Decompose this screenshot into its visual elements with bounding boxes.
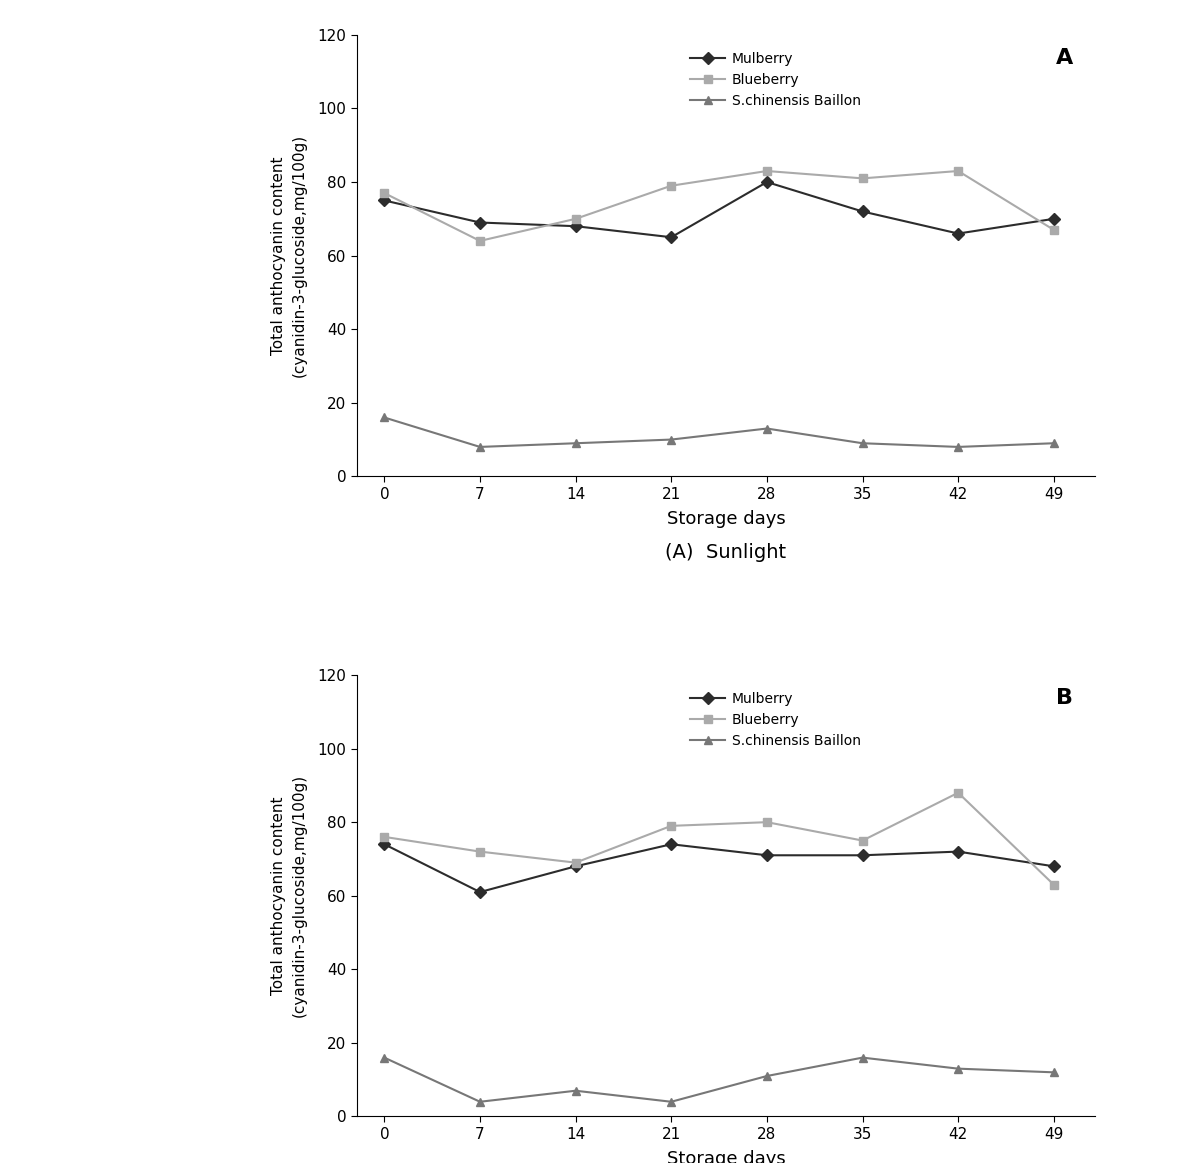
Text: A: A (1056, 48, 1072, 69)
Blueberry (951, 164, 965, 178)
Line: S.chinensis Baillon: S.chinensis Baillon (380, 1054, 1058, 1106)
Line: S.chinensis Baillon: S.chinensis Baillon (380, 413, 1058, 451)
Blueberry (377, 186, 392, 200)
S.chinensis Baillon (1047, 1065, 1061, 1079)
Mulberry (664, 230, 678, 244)
Text: B: B (1056, 688, 1072, 708)
S.chinensis Baillon (664, 1094, 678, 1108)
X-axis label: Storage days: Storage days (666, 1150, 785, 1163)
S.chinensis Baillon (951, 1062, 965, 1076)
Mulberry (569, 219, 583, 233)
Mulberry (856, 848, 870, 862)
Mulberry (1047, 859, 1061, 873)
Blueberry (377, 830, 392, 844)
Mulberry (472, 215, 487, 229)
S.chinensis Baillon (951, 440, 965, 454)
Y-axis label: Total anthocyanin content
(cyanidin-3-glucoside,mg/100g): Total anthocyanin content (cyanidin-3-gl… (270, 134, 307, 377)
Blueberry (951, 786, 965, 800)
Blueberry (472, 234, 487, 248)
S.chinensis Baillon (1047, 436, 1061, 450)
Blueberry (1047, 878, 1061, 892)
S.chinensis Baillon (664, 433, 678, 447)
Mulberry (856, 205, 870, 219)
Legend: Mulberry, Blueberry, S.chinensis Baillon: Mulberry, Blueberry, S.chinensis Baillon (684, 686, 866, 754)
S.chinensis Baillon (472, 440, 487, 454)
Blueberry (1047, 223, 1061, 237)
Y-axis label: Total anthocyanin content
(cyanidin-3-glucoside,mg/100g): Total anthocyanin content (cyanidin-3-gl… (270, 775, 307, 1018)
S.chinensis Baillon (377, 411, 392, 424)
Blueberry (664, 819, 678, 833)
Legend: Mulberry, Blueberry, S.chinensis Baillon: Mulberry, Blueberry, S.chinensis Baillon (684, 47, 866, 113)
S.chinensis Baillon (759, 1069, 774, 1083)
Mulberry (759, 848, 774, 862)
Mulberry (1047, 212, 1061, 226)
S.chinensis Baillon (377, 1050, 392, 1064)
S.chinensis Baillon (472, 1094, 487, 1108)
Mulberry (569, 859, 583, 873)
Mulberry (759, 176, 774, 190)
X-axis label: Storage days: Storage days (666, 511, 785, 528)
Mulberry (377, 837, 392, 851)
Blueberry (856, 171, 870, 185)
Mulberry (377, 193, 392, 207)
Line: Blueberry: Blueberry (380, 166, 1058, 245)
Blueberry (569, 212, 583, 226)
Mulberry (664, 837, 678, 851)
Mulberry (472, 885, 487, 899)
Blueberry (759, 815, 774, 829)
Line: Blueberry: Blueberry (380, 789, 1058, 889)
Mulberry (951, 227, 965, 241)
Blueberry (759, 164, 774, 178)
S.chinensis Baillon (569, 436, 583, 450)
S.chinensis Baillon (759, 421, 774, 435)
Line: Mulberry: Mulberry (380, 178, 1058, 242)
S.chinensis Baillon (856, 1050, 870, 1064)
Blueberry (472, 844, 487, 858)
Mulberry (951, 844, 965, 858)
Blueberry (569, 856, 583, 870)
Line: Mulberry: Mulberry (380, 840, 1058, 897)
Blueberry (664, 179, 678, 193)
S.chinensis Baillon (569, 1084, 583, 1098)
Text: (A)  Sunlight: (A) Sunlight (665, 543, 787, 562)
S.chinensis Baillon (856, 436, 870, 450)
Blueberry (856, 834, 870, 848)
